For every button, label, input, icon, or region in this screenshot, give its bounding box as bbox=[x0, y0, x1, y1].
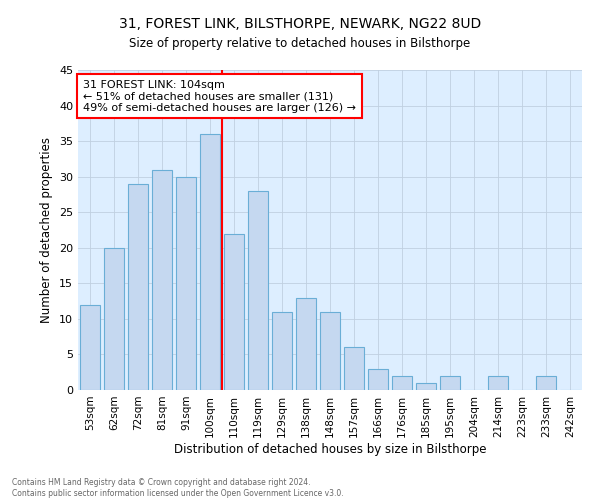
Bar bbox=[344, 348, 364, 390]
Bar bbox=[272, 312, 292, 390]
Bar bbox=[248, 191, 268, 390]
Bar bbox=[296, 298, 316, 390]
Text: Contains HM Land Registry data © Crown copyright and database right 2024.
Contai: Contains HM Land Registry data © Crown c… bbox=[12, 478, 344, 498]
Bar bbox=[440, 376, 460, 390]
Bar bbox=[536, 376, 556, 390]
Bar bbox=[80, 304, 100, 390]
Text: Size of property relative to detached houses in Bilsthorpe: Size of property relative to detached ho… bbox=[130, 38, 470, 51]
Bar bbox=[368, 368, 388, 390]
Y-axis label: Number of detached properties: Number of detached properties bbox=[40, 137, 53, 323]
Text: 31 FOREST LINK: 104sqm
← 51% of detached houses are smaller (131)
49% of semi-de: 31 FOREST LINK: 104sqm ← 51% of detached… bbox=[83, 80, 356, 113]
X-axis label: Distribution of detached houses by size in Bilsthorpe: Distribution of detached houses by size … bbox=[174, 442, 486, 456]
Bar bbox=[392, 376, 412, 390]
Bar bbox=[200, 134, 220, 390]
Bar bbox=[176, 176, 196, 390]
Bar bbox=[488, 376, 508, 390]
Bar bbox=[224, 234, 244, 390]
Bar bbox=[104, 248, 124, 390]
Bar bbox=[416, 383, 436, 390]
Text: 31, FOREST LINK, BILSTHORPE, NEWARK, NG22 8UD: 31, FOREST LINK, BILSTHORPE, NEWARK, NG2… bbox=[119, 18, 481, 32]
Bar bbox=[320, 312, 340, 390]
Bar bbox=[152, 170, 172, 390]
Bar bbox=[128, 184, 148, 390]
